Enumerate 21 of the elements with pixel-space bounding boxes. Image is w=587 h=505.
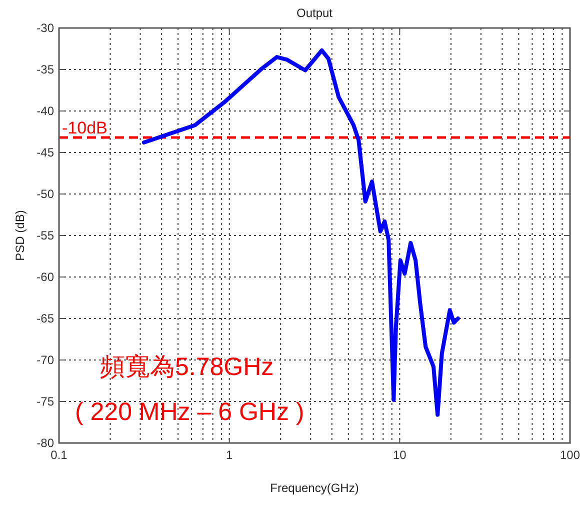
x-tick-label: 100 bbox=[560, 448, 580, 462]
y-tick-label: -55 bbox=[36, 228, 54, 242]
y-tick-label: -45 bbox=[36, 146, 54, 160]
y-tick-label: -50 bbox=[36, 187, 54, 201]
x-axis-title: Frequency(GHz) bbox=[270, 481, 359, 495]
y-tick-label: -60 bbox=[36, 270, 54, 284]
y-tick-label: -80 bbox=[36, 436, 54, 450]
y-tick-label: -65 bbox=[36, 312, 54, 326]
chart-title: Output bbox=[296, 6, 334, 20]
annotation: 頻寬為5.78GHz bbox=[100, 353, 274, 381]
x-tick-label: 1 bbox=[226, 448, 233, 462]
x-tick-label: 10 bbox=[392, 448, 407, 462]
x-tick-label: 0.1 bbox=[50, 448, 68, 462]
y-tick-label: -40 bbox=[36, 104, 54, 118]
y-tick-label: -75 bbox=[36, 394, 54, 408]
ref-line-label: -10dB bbox=[62, 118, 108, 138]
y-tick-label: -70 bbox=[36, 353, 54, 367]
y-axis-title: PSD (dB) bbox=[13, 210, 27, 261]
annotation: ( 220 MHz – 6 GHz ) bbox=[75, 398, 304, 426]
y-tick-label: -35 bbox=[36, 62, 54, 76]
y-tick-label: -30 bbox=[36, 21, 54, 35]
